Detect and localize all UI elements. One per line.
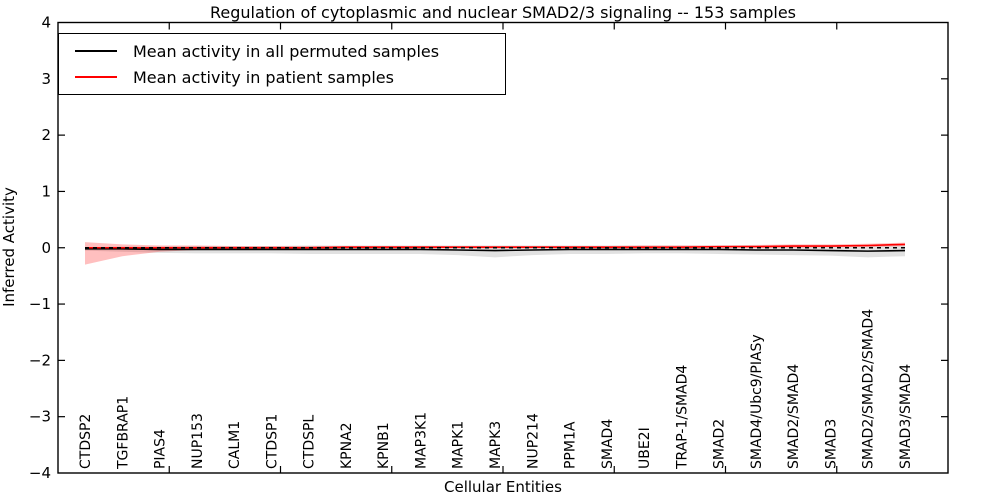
- category-label: NUP214: [525, 413, 541, 469]
- y-tick-label: −3: [29, 408, 51, 426]
- category-label: CTDSPL: [302, 415, 318, 469]
- category-label: CTDSP1: [264, 414, 280, 469]
- y-tick-label: 1: [41, 182, 51, 200]
- chart-title: Regulation of cytoplasmic and nuclear SM…: [209, 3, 797, 22]
- y-tick-label: 4: [41, 14, 51, 32]
- y-tick-label: 3: [41, 70, 51, 88]
- category-label: SMAD4/Ubc9/PIASy: [749, 334, 765, 469]
- category-label: SMAD3/SMAD4: [898, 364, 914, 469]
- y-tick-label: −2: [29, 351, 51, 369]
- y-axis-label: Inferred Activity: [0, 187, 18, 307]
- category-label: CALM1: [227, 421, 243, 469]
- category-label: SMAD2/SMAD4: [786, 364, 802, 469]
- legend: Mean activity in all permuted samples Me…: [58, 33, 506, 95]
- category-label: TGFBRAP1: [115, 396, 131, 470]
- category-label: SMAD2/SMAD2/SMAD4: [861, 309, 877, 469]
- category-label: SMAD4: [600, 419, 616, 469]
- category-label: PPM1A: [563, 421, 579, 469]
- y-tick-label: 0: [41, 239, 51, 257]
- legend-label-patient: Mean activity in patient samples: [133, 67, 394, 87]
- y-tick-label: −4: [29, 464, 51, 482]
- category-label: MAPK3: [488, 421, 504, 469]
- category-label: SMAD2: [712, 419, 728, 469]
- category-label: PIAS4: [153, 429, 169, 469]
- category-label: MAPK1: [451, 421, 467, 469]
- permuted-mean-line: [85, 248, 906, 252]
- y-tick-label: −1: [29, 295, 51, 313]
- patient-line-swatch-icon: [75, 76, 117, 78]
- legend-row-permuted: Mean activity in all permuted samples: [59, 38, 505, 64]
- x-axis-label: Cellular Entities: [444, 478, 562, 496]
- category-label: CTDSP2: [78, 414, 94, 469]
- permuted-line-swatch-icon: [75, 50, 117, 52]
- y-tick-label: 2: [41, 126, 51, 144]
- category-label: KPNB1: [376, 422, 392, 469]
- category-label: MAP3K1: [413, 412, 429, 469]
- legend-label-permuted: Mean activity in all permuted samples: [133, 41, 440, 61]
- legend-row-patient: Mean activity in patient samples: [59, 64, 505, 90]
- category-label: TRAP-1/SMAD4: [674, 365, 690, 470]
- category-label: KPNA2: [339, 422, 355, 469]
- category-label: UBE2I: [637, 427, 653, 469]
- category-label: SMAD3: [823, 419, 839, 469]
- category-label: NUP153: [190, 413, 206, 469]
